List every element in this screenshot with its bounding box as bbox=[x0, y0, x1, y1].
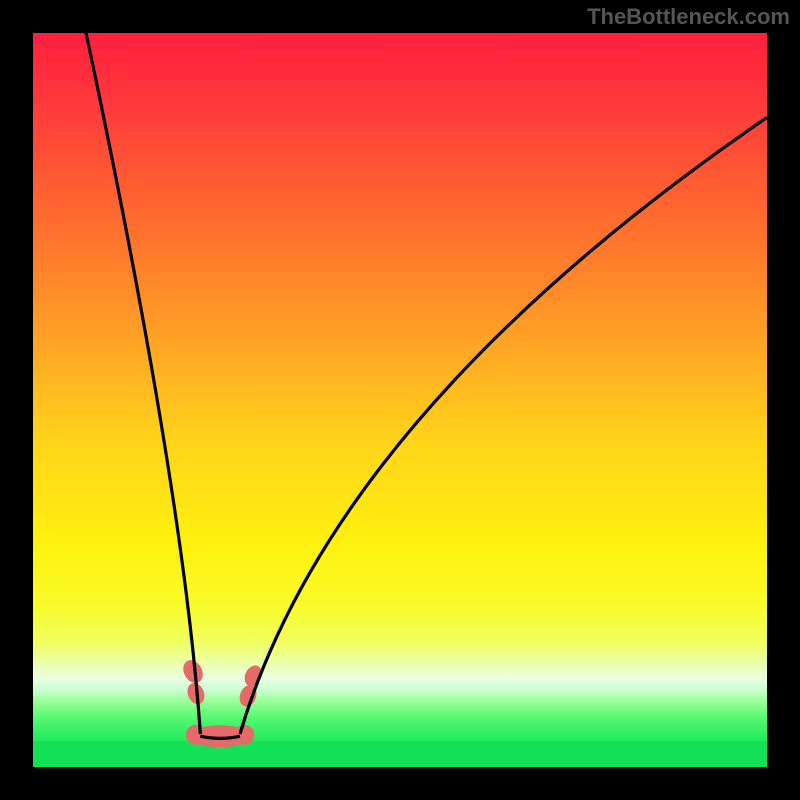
left-curve bbox=[83, 33, 200, 734]
data-blob bbox=[234, 725, 254, 745]
data-blob bbox=[186, 725, 206, 745]
watermark-text: TheBottleneck.com bbox=[587, 4, 790, 30]
blobs-group bbox=[179, 657, 265, 747]
bottleneck-chart bbox=[33, 33, 767, 767]
right-curve bbox=[240, 117, 767, 734]
curve-layer bbox=[33, 33, 767, 767]
